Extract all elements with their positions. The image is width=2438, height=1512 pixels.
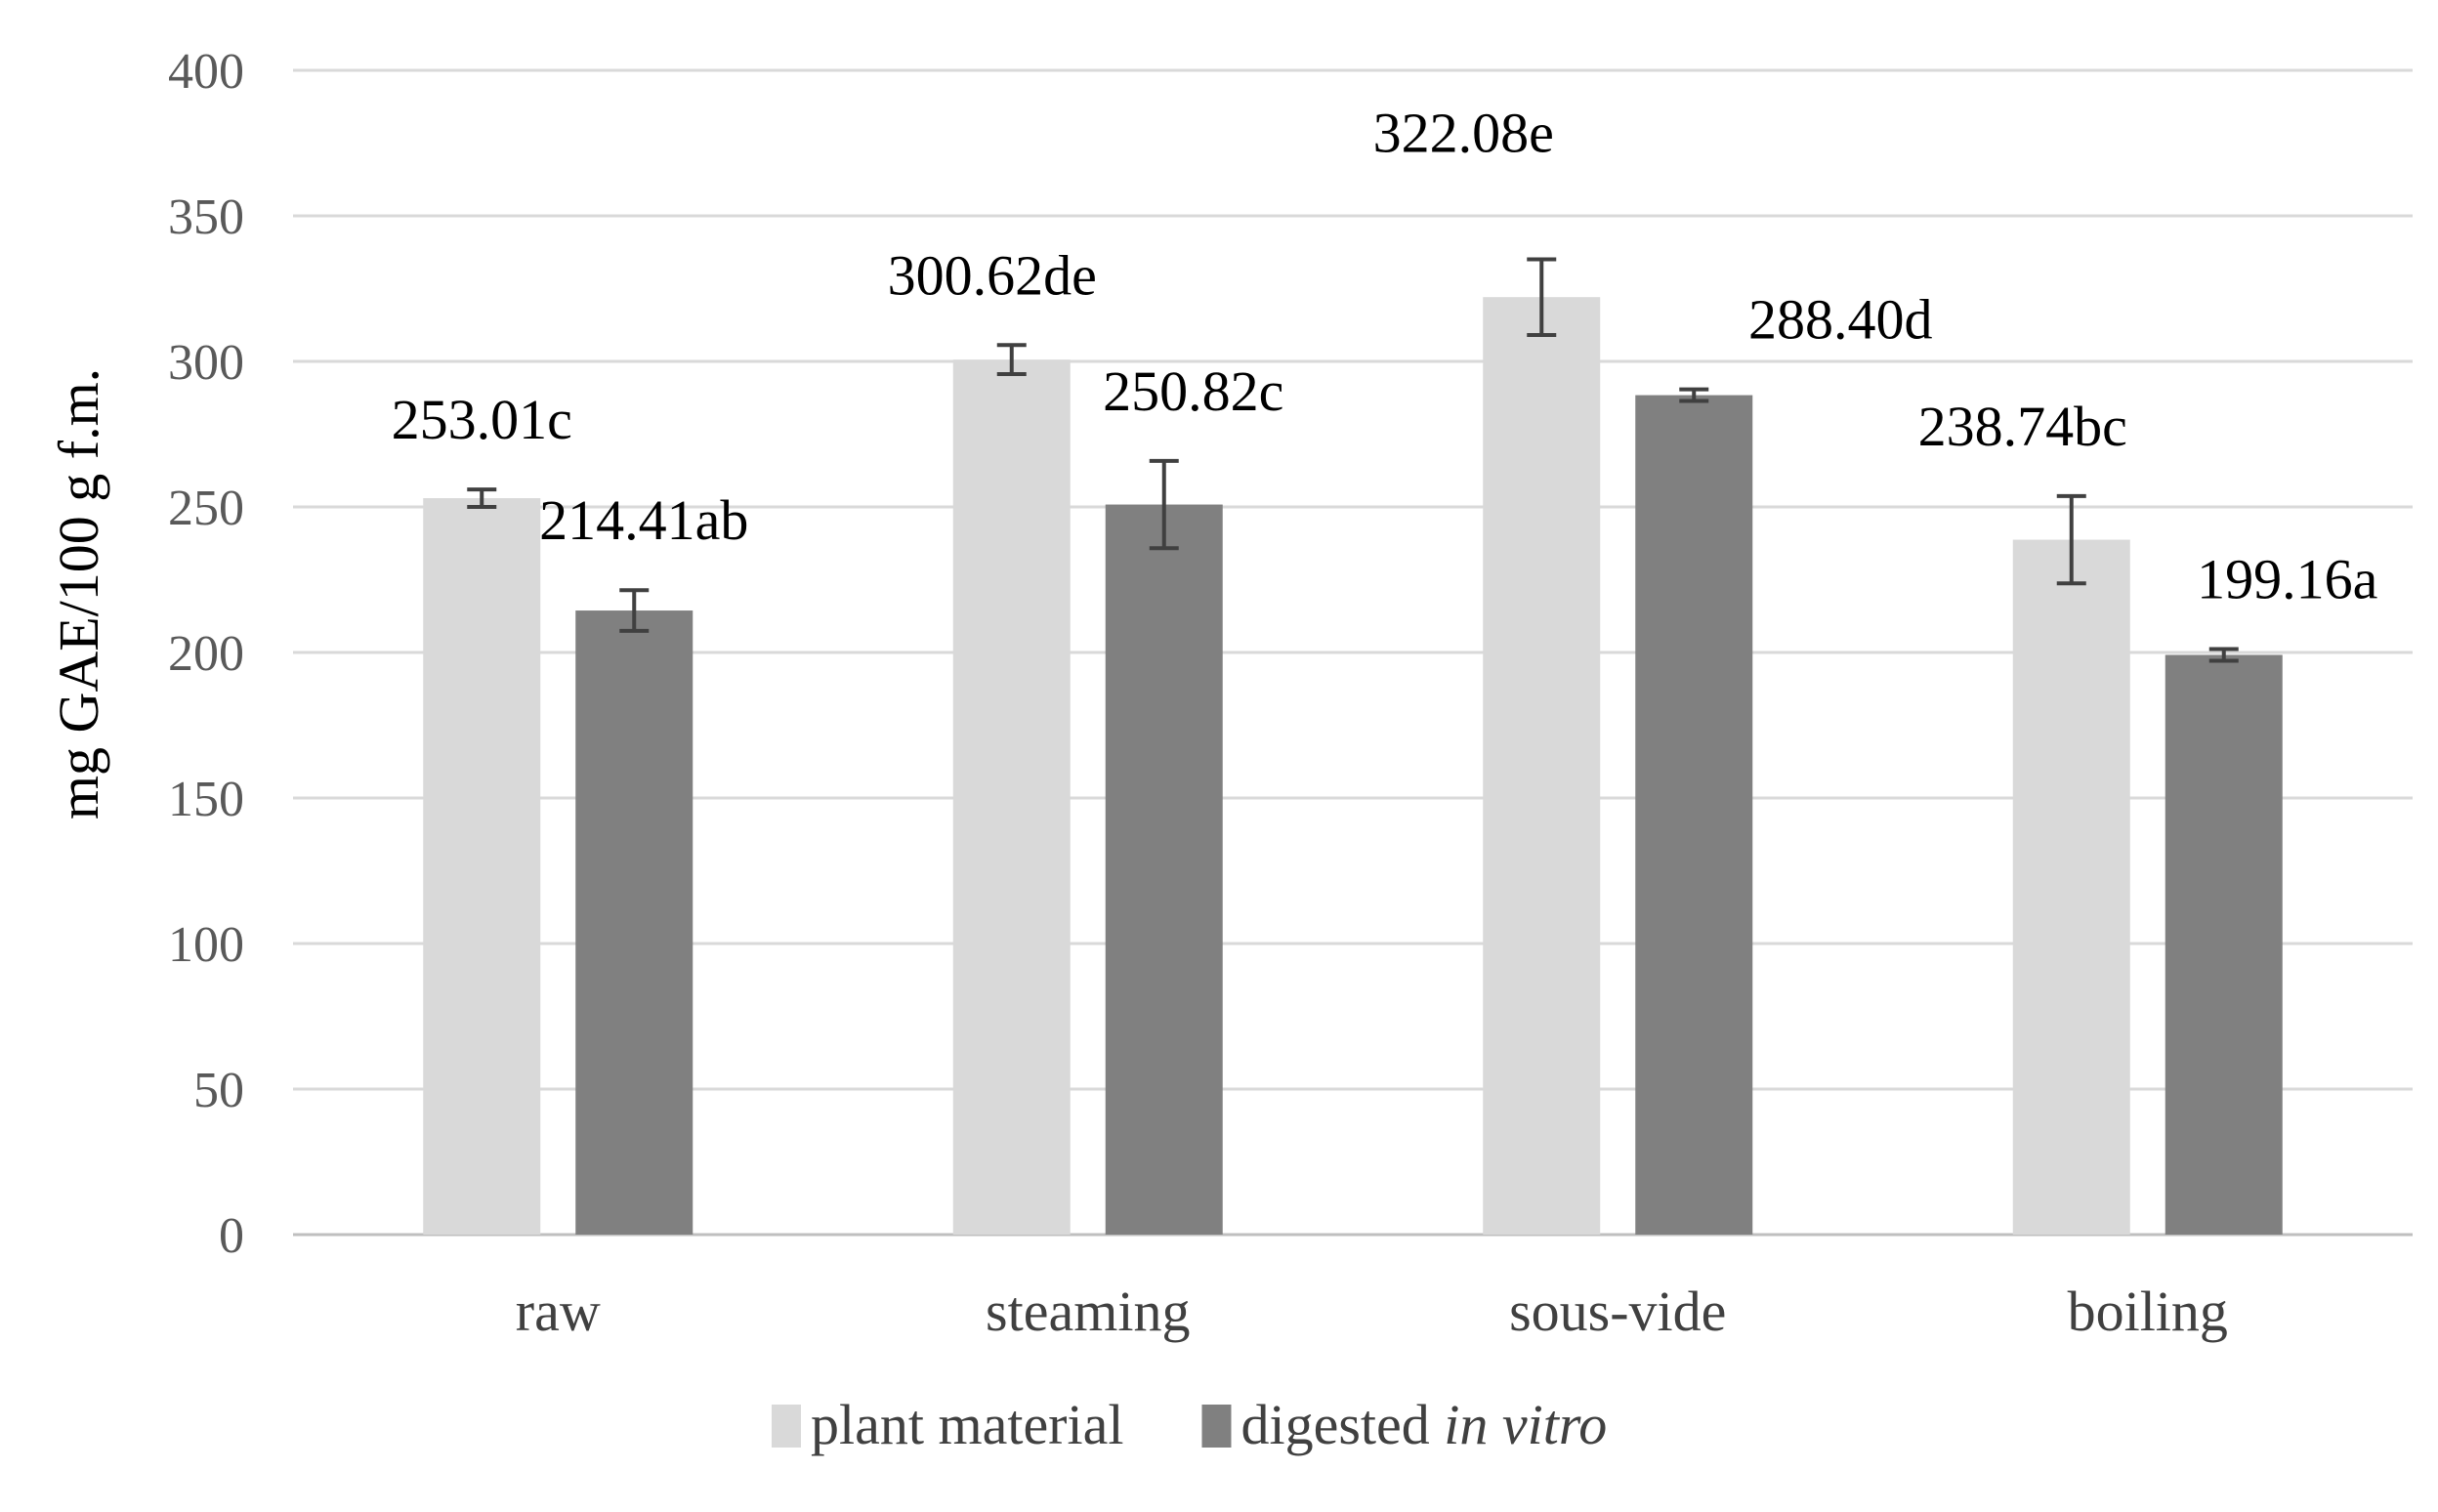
category-label: steaming	[986, 1280, 1190, 1343]
y-tick-label: 150	[168, 772, 244, 827]
bar	[575, 610, 694, 1235]
legend-label: digested in vitro	[1240, 1393, 1607, 1456]
x-axis-categories: raw steaming sous-vide boiling	[516, 1280, 2228, 1343]
y-tick-label: 0	[219, 1208, 244, 1264]
category-label: raw	[516, 1280, 601, 1343]
bar	[423, 498, 541, 1235]
bar	[2165, 654, 2283, 1235]
category-label: boiling	[2068, 1280, 2228, 1343]
bar	[1483, 297, 1601, 1235]
y-tick-label: 50	[193, 1063, 244, 1118]
data-label: 322.08e	[1373, 101, 1554, 164]
y-tick-label: 350	[168, 189, 244, 245]
y-tick-label: 400	[168, 44, 244, 100]
data-label: 250.82c	[1103, 359, 1283, 423]
legend: plant material digested in vitro	[772, 1393, 1607, 1456]
y-tick-label: 100	[168, 917, 244, 973]
bar	[952, 359, 1071, 1235]
y-axis-ticks: 0 50 100 150 200 250 300 350 400	[168, 44, 244, 1264]
legend-label: plant material	[811, 1393, 1123, 1456]
legend-swatch	[1201, 1405, 1232, 1448]
bars	[423, 297, 2283, 1235]
category-label: sous-vide	[1509, 1280, 1726, 1343]
data-label: 253.01c	[392, 388, 572, 451]
bar	[2012, 539, 2130, 1235]
data-label: 214.41ab	[539, 488, 748, 552]
bar	[1105, 504, 1223, 1235]
y-tick-label: 300	[168, 335, 244, 391]
data-label: 288.40d	[1748, 288, 1933, 352]
data-label: 238.74bc	[1918, 395, 2127, 458]
y-tick-label: 250	[168, 481, 244, 536]
y-axis-label: mg GAE/100 g f.m.	[47, 368, 110, 819]
data-label: 199.16a	[2197, 548, 2377, 611]
bar	[1635, 395, 1753, 1235]
legend-swatch	[772, 1405, 801, 1448]
error-bars	[467, 257, 2239, 663]
data-label: 300.62de	[888, 243, 1097, 307]
y-tick-label: 200	[168, 626, 244, 682]
